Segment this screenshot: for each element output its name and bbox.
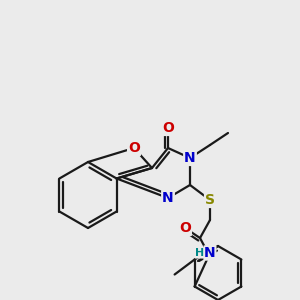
Text: N: N bbox=[204, 246, 216, 260]
Text: N: N bbox=[184, 151, 196, 165]
Text: O: O bbox=[162, 121, 174, 135]
Text: N: N bbox=[162, 191, 174, 205]
Text: H: H bbox=[195, 248, 205, 258]
Text: O: O bbox=[128, 141, 140, 155]
Text: O: O bbox=[179, 221, 191, 235]
Text: S: S bbox=[205, 193, 215, 207]
